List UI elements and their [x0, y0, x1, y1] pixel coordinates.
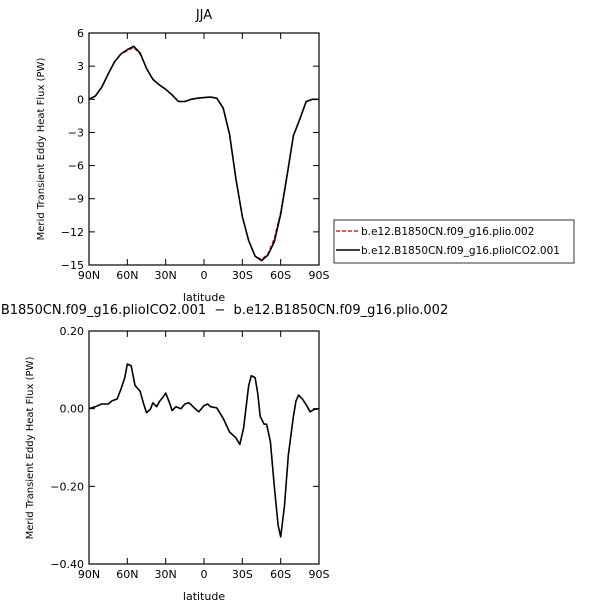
y-tick-label: −12 — [61, 226, 84, 239]
y-tick-label: −0.40 — [50, 558, 84, 571]
top-y-axis: 6 3 0 −3 −6 −9 −12 −15 — [61, 27, 319, 272]
y-tick-label: 0 — [77, 93, 84, 106]
top-x-axis-label: latitude — [183, 291, 225, 304]
top-panel: JJA 630−3−6−9−12−15 90N 60N 30N 0 30S 60S 90S … — [36, 8, 330, 304]
legend-box — [333, 219, 575, 264]
y-tick-label: 3 — [77, 60, 84, 73]
x-tick-label: 90S — [309, 568, 330, 581]
x-tick-label: 0 — [201, 568, 208, 581]
x-tick-label: 60S — [270, 568, 291, 581]
x-tick-label: 0 — [201, 269, 208, 282]
bottom-chart-title: b.e12.B1850CN.f09_g16.plioICO2.001 − b.e… — [0, 303, 448, 318]
bottom-x-axis-label: latitude — [183, 590, 225, 603]
x-tick-label: 60N — [116, 568, 138, 581]
x-tick-label: 60N — [116, 269, 138, 282]
legend-label-plioico2: b.e12.B1850CN.f09_g16.plioICO2.001 — [361, 245, 560, 257]
top-y-axis-label: Merid Transient Eddy Heat Flux (PW) — [36, 58, 47, 241]
bottom-x-axis: 90N 60N 30N 0 30S 60S 90S — [78, 331, 330, 581]
bottom-y-axis: 0.20 0.00 −0.20 −0.40 — [50, 325, 319, 571]
legend-label-plio: b.e12.B1850CN.f09_g16.plio.002 — [361, 226, 534, 238]
bottom-y-axis-label: Merid Transient Eddy Heat Flux (PW) — [25, 357, 36, 540]
x-tick-label: 90S — [309, 269, 330, 282]
x-tick-label: 90N — [78, 269, 100, 282]
y-tick-label: 0.00 — [60, 403, 85, 416]
x-tick-label: 30N — [155, 568, 177, 581]
legend: b.e12.B1850CN.f09_g16.plio.002 b.e12.B18… — [333, 219, 575, 264]
top-plot-frame — [88, 32, 320, 266]
bottom-panel: b.e12.B1850CN.f09_g16.plioICO2.001 − b.e… — [0, 303, 448, 603]
series-line-0-1 — [88, 45, 319, 262]
x-tick-label: 90N — [78, 568, 100, 581]
y-tick-label: −15 — [61, 259, 84, 272]
y-tick-label: 0.20 — [60, 325, 85, 338]
y-tick-label: −6 — [68, 160, 84, 173]
top-series-group — [88, 45, 319, 262]
y-tick-label: −3 — [68, 126, 84, 139]
series-line-0-0 — [88, 46, 319, 261]
x-tick-label: 30N — [155, 269, 177, 282]
top-chart-title: JJA — [195, 8, 212, 23]
y-tick-label: −9 — [68, 193, 84, 206]
y-tick-label: −0.20 — [50, 480, 84, 493]
x-tick-label: 30S — [232, 269, 253, 282]
y-tick-label: 6 — [77, 27, 84, 40]
x-tick-label: 30S — [232, 568, 253, 581]
series-line-1-0 — [88, 363, 320, 538]
x-tick-label: 60S — [270, 269, 291, 282]
bottom-series-group — [88, 363, 320, 538]
bottom-plot-frame — [88, 330, 320, 565]
top-x-axis: 90N 60N 30N 0 30S 60S 90S — [78, 33, 330, 282]
